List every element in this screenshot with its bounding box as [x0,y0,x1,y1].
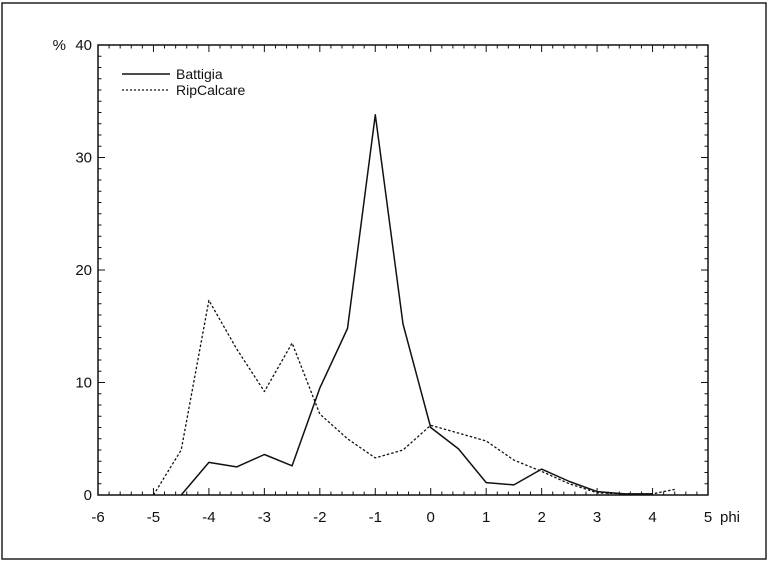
x-tick-labels: -6 -5 -4 -3 -2 -1 0 1 2 3 4 5 [91,509,712,526]
x-tick-label: 1 [482,509,490,526]
x-axis-label: phi [720,509,740,526]
y-tick-labels: 0 10 20 30 40 [75,37,92,504]
series-line-battigia [180,114,653,496]
x-tick-label: 4 [648,509,656,526]
y-tick-label: 40 [75,37,92,54]
y-tick-label: 30 [75,150,92,167]
legend: Battigia RipCalcare [122,66,245,98]
x-tick-label: -5 [147,509,160,526]
x-tick-label: 5 [704,509,712,526]
y-tick-label: 20 [75,262,92,279]
series-lines [152,114,675,496]
x-tick-label: 0 [427,509,435,526]
y-tick-label: 10 [75,375,92,392]
x-tick-label: -3 [258,509,271,526]
legend-label-ripcalcare: RipCalcare [176,82,245,98]
plot-area-frame [97,44,709,496]
x-tick-label: -6 [91,509,104,526]
x-tick-label: -4 [202,509,215,526]
y-tick-label: 0 [84,487,92,504]
x-tick-label: -1 [369,509,382,526]
x-tick-label: -2 [313,509,326,526]
y-axis-label: % [53,37,66,54]
x-tick-label: 2 [537,509,545,526]
series-line-ripcalcare [152,299,675,496]
legend-label-battigia: Battigia [176,66,223,82]
axis-ticks [97,44,709,496]
x-tick-label: 3 [593,509,601,526]
